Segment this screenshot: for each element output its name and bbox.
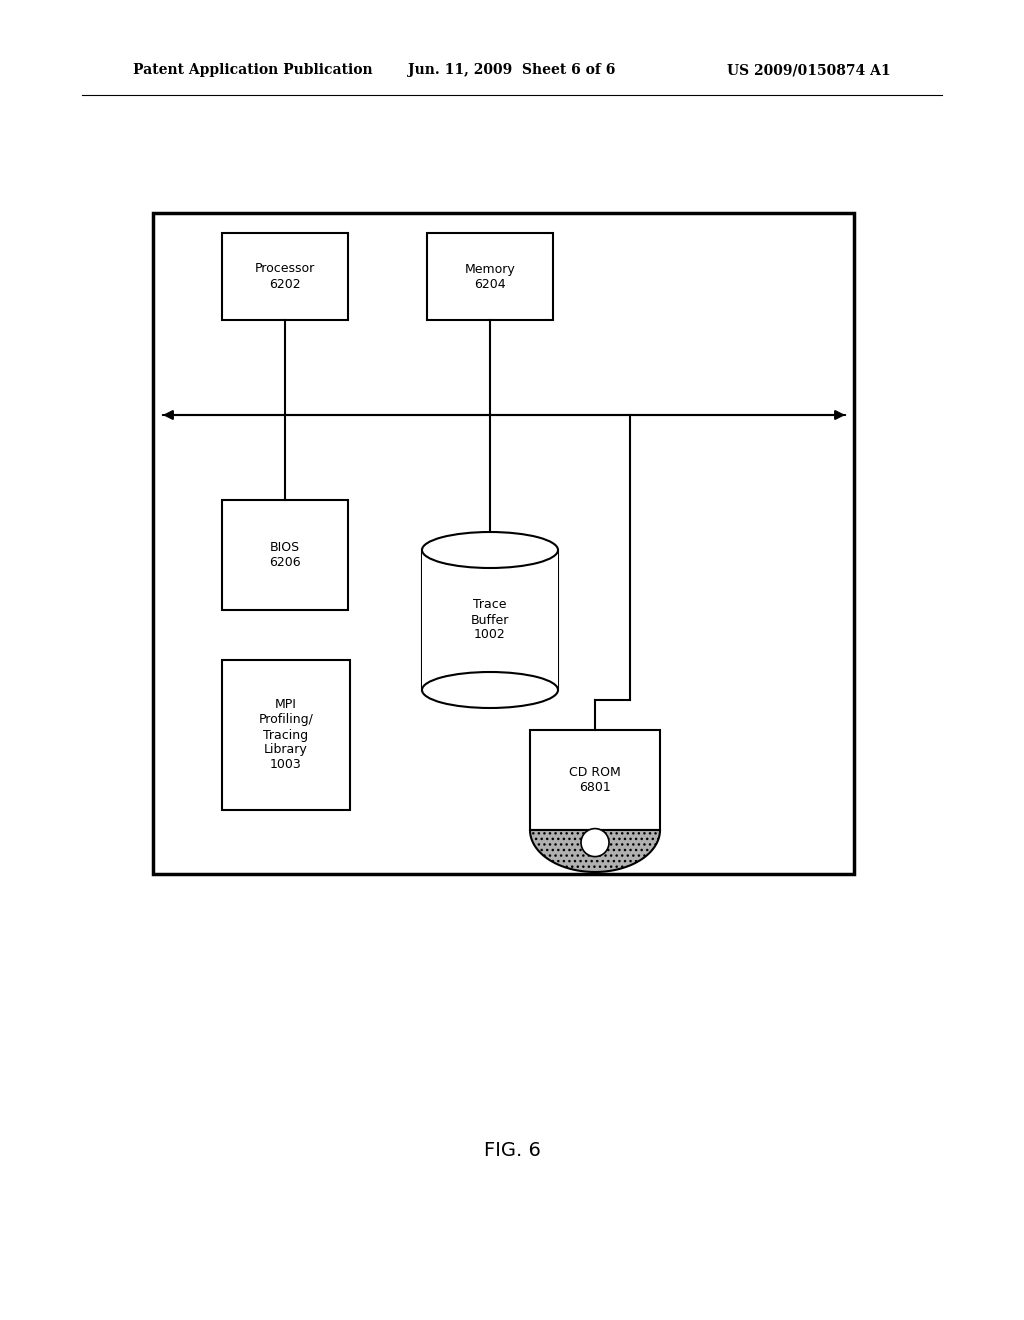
Text: Processor
6202: Processor 6202 (255, 263, 315, 290)
Text: BIOS
6206: BIOS 6206 (269, 541, 301, 569)
Ellipse shape (422, 532, 558, 568)
Bar (530, 730, 660, 830)
Text: MPI
Profiling/
Tracing
Library
1003: MPI Profiling/ Tracing Library 1003 (259, 698, 313, 771)
Text: CD ROM
6801: CD ROM 6801 (569, 766, 621, 795)
Bar (222, 500, 348, 610)
Text: Patent Application Publication: Patent Application Publication (133, 63, 373, 77)
Bar (153, 213, 854, 874)
Polygon shape (530, 830, 660, 873)
Ellipse shape (422, 672, 558, 708)
Bar (422, 550, 558, 690)
Text: Jun. 11, 2009  Sheet 6 of 6: Jun. 11, 2009 Sheet 6 of 6 (409, 63, 615, 77)
Text: Memory
6204: Memory 6204 (465, 263, 515, 290)
Text: US 2009/0150874 A1: US 2009/0150874 A1 (727, 63, 891, 77)
Bar (222, 234, 348, 319)
Text: FIG. 6: FIG. 6 (483, 1140, 541, 1159)
Bar (222, 660, 350, 810)
Text: Trace
Buffer
1002: Trace Buffer 1002 (471, 598, 509, 642)
Circle shape (581, 829, 609, 857)
Bar (427, 234, 553, 319)
